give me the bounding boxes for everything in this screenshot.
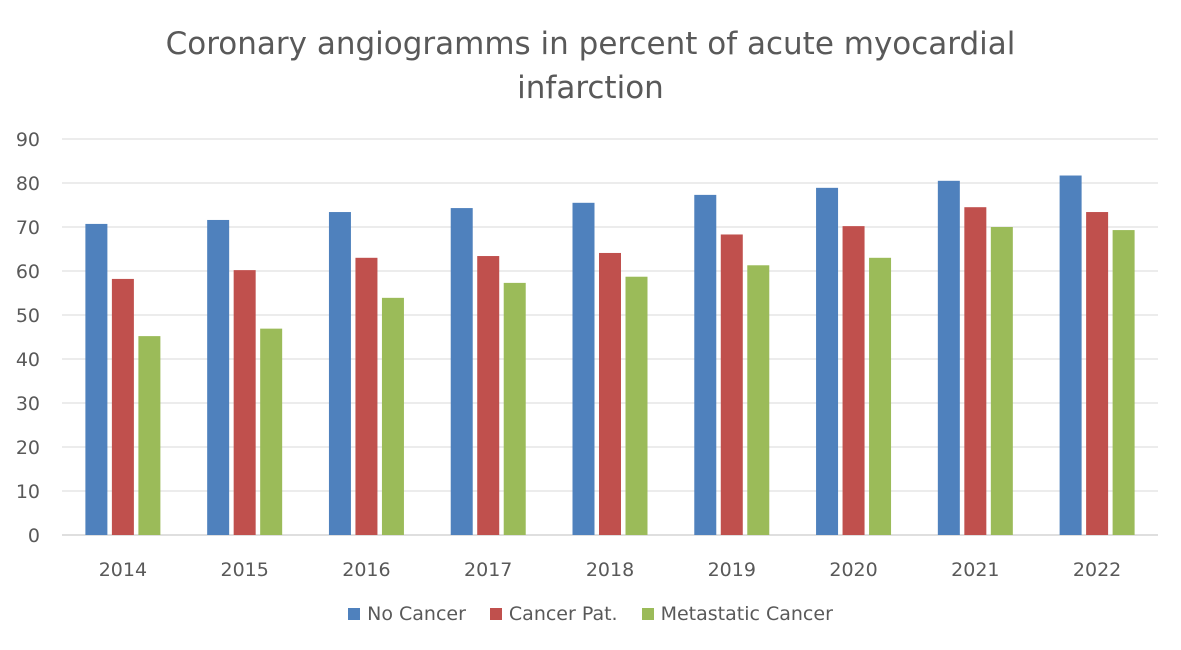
- bar-metastatic-cancer-2022: [1112, 230, 1135, 535]
- bar-cancer-pat-2016: [355, 257, 378, 535]
- y-tick-label: 60: [16, 261, 40, 283]
- y-tick-label: 40: [16, 349, 40, 371]
- legend-label-metastatic-cancer: Metastatic Cancer: [660, 603, 833, 625]
- legend-item-no-cancer: No Cancer: [348, 603, 466, 625]
- bar-metastatic-cancer-2019: [747, 265, 770, 535]
- bar-no-cancer-2014: [85, 223, 108, 536]
- chart-title-line-2: infarction: [517, 70, 664, 106]
- legend-swatch-metastatic-cancer: [641, 608, 654, 620]
- legend-item-cancer-pat: Cancer Pat.: [489, 603, 618, 625]
- bar-cancer-pat-2020: [842, 226, 865, 535]
- x-tick-label: 2014: [99, 559, 147, 581]
- x-axis: 2014 2015 2016 2017 2018 2019 2020 2021 2022: [99, 559, 1122, 581]
- y-tick-label: 20: [16, 437, 40, 459]
- bar-no-cancer-2019: [694, 194, 717, 535]
- chart-title-line-1: Coronary angiogramms in percent of acute…: [165, 26, 1016, 62]
- x-tick-label: 2022: [1073, 559, 1121, 581]
- bar-metastatic-cancer-2014: [138, 336, 161, 535]
- bar-cancer-pat-2018: [599, 252, 621, 535]
- bar-cancer-pat-2017: [477, 256, 500, 535]
- x-tick-label: 2015: [220, 559, 268, 581]
- bar-cancer-pat-2015: [233, 270, 256, 535]
- legend: No Cancer Cancer Pat. Metastatic Cancer: [0, 603, 1181, 625]
- x-tick-label: 2018: [586, 559, 634, 581]
- y-axis: 0 10 20 30 40 50 60 70 80 90: [16, 129, 40, 547]
- y-tick-label: 50: [16, 305, 40, 327]
- bar-metastatic-cancer-2020: [869, 257, 892, 535]
- y-tick-label: 70: [16, 217, 40, 239]
- bar-metastatic-cancer-2017: [503, 282, 526, 535]
- y-tick-label: 90: [16, 129, 40, 151]
- chart-title: Coronary angiogramms in percent of acute…: [0, 22, 1181, 110]
- bar-metastatic-cancer-2021: [990, 227, 1013, 535]
- bar-cancer-pat-2019: [720, 234, 743, 536]
- bars: [85, 175, 1135, 536]
- bar-no-cancer-2020: [816, 187, 839, 535]
- legend-item-metastatic-cancer: Metastatic Cancer: [641, 603, 833, 625]
- bar-metastatic-cancer-2015: [260, 328, 283, 535]
- bar-no-cancer-2015: [207, 219, 230, 535]
- bar-cancer-pat-2022: [1086, 212, 1109, 536]
- y-tick-label: 0: [28, 525, 40, 547]
- x-tick-label: 2019: [708, 559, 756, 581]
- bar-no-cancer-2021: [937, 180, 960, 536]
- y-tick-label: 80: [16, 173, 40, 195]
- bar-cancer-pat-2014: [111, 278, 134, 535]
- bar-no-cancer-2022: [1059, 175, 1082, 535]
- bar-no-cancer-2016: [328, 212, 351, 536]
- bar-metastatic-cancer-2016: [381, 297, 404, 535]
- x-tick-label: 2016: [342, 559, 390, 581]
- bar-metastatic-cancer-2018: [625, 276, 648, 535]
- legend-label-cancer-pat: Cancer Pat.: [508, 603, 618, 625]
- legend-label-no-cancer: No Cancer: [367, 603, 466, 625]
- legend-swatch-no-cancer: [348, 608, 361, 620]
- y-tick-label: 10: [16, 481, 40, 503]
- bar-cancer-pat-2021: [964, 207, 987, 535]
- x-tick-label: 2020: [829, 559, 877, 581]
- x-tick-label: 2017: [464, 559, 512, 581]
- bar-no-cancer-2018: [572, 202, 595, 536]
- x-tick-label: 2021: [951, 559, 999, 581]
- y-tick-label: 30: [16, 393, 40, 415]
- legend-swatch-cancer-pat: [489, 608, 502, 620]
- bar-no-cancer-2017: [450, 208, 473, 535]
